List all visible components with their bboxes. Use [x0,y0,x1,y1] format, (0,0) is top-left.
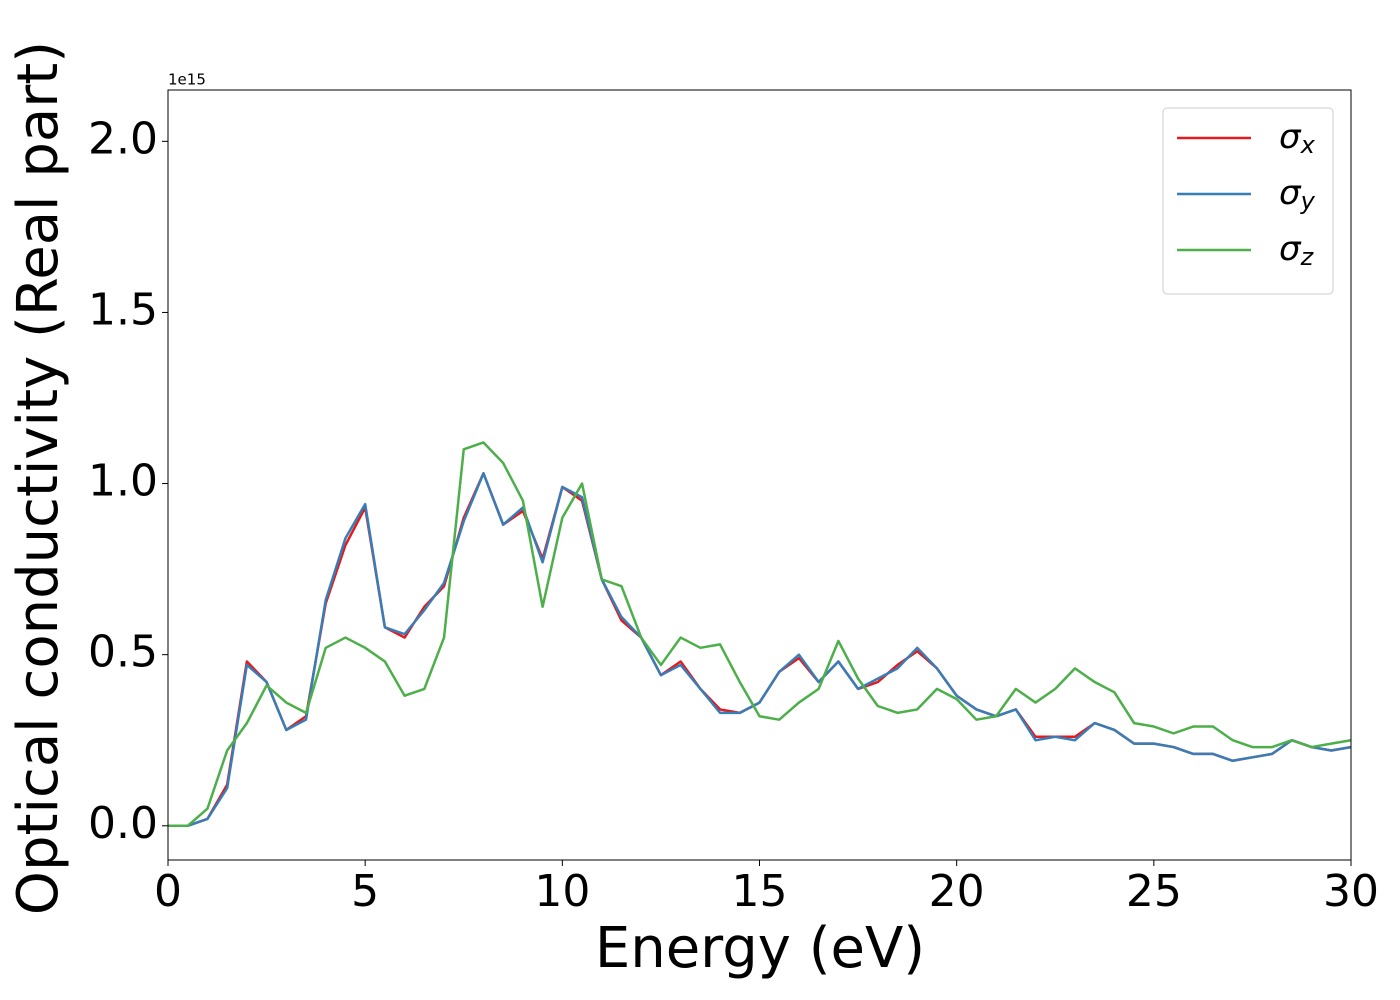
series-line [168,441,1351,828]
x-tick-label: 5 [351,866,379,917]
legend-label: σx [1279,117,1316,160]
legend-box [1162,107,1334,295]
y-tick-label: 1.0 [88,456,158,507]
series-line [168,472,1351,828]
plot-frame [167,89,1352,861]
x-tick-label: 30 [1323,866,1379,917]
x-tick-label: 25 [1126,866,1182,917]
series-line [168,472,1351,828]
y-tick-label: 0.5 [88,627,158,678]
x-tick-label: 20 [929,866,985,917]
legend-label: σz [1279,229,1315,272]
y-offset-label: 1e15 [168,71,206,89]
y-tick-label: 2.0 [88,113,158,164]
y-axis-label: Optical conductivity (Real part) [6,41,71,915]
x-tick-label: 10 [534,866,590,917]
legend-label: σy [1279,173,1316,216]
x-tick-label: 15 [732,866,788,917]
x-axis-label: Energy (eV) [595,916,925,981]
y-tick-label: 0.0 [88,798,158,849]
y-tick-label: 1.5 [88,284,158,335]
x-tick-label: 0 [154,866,182,917]
